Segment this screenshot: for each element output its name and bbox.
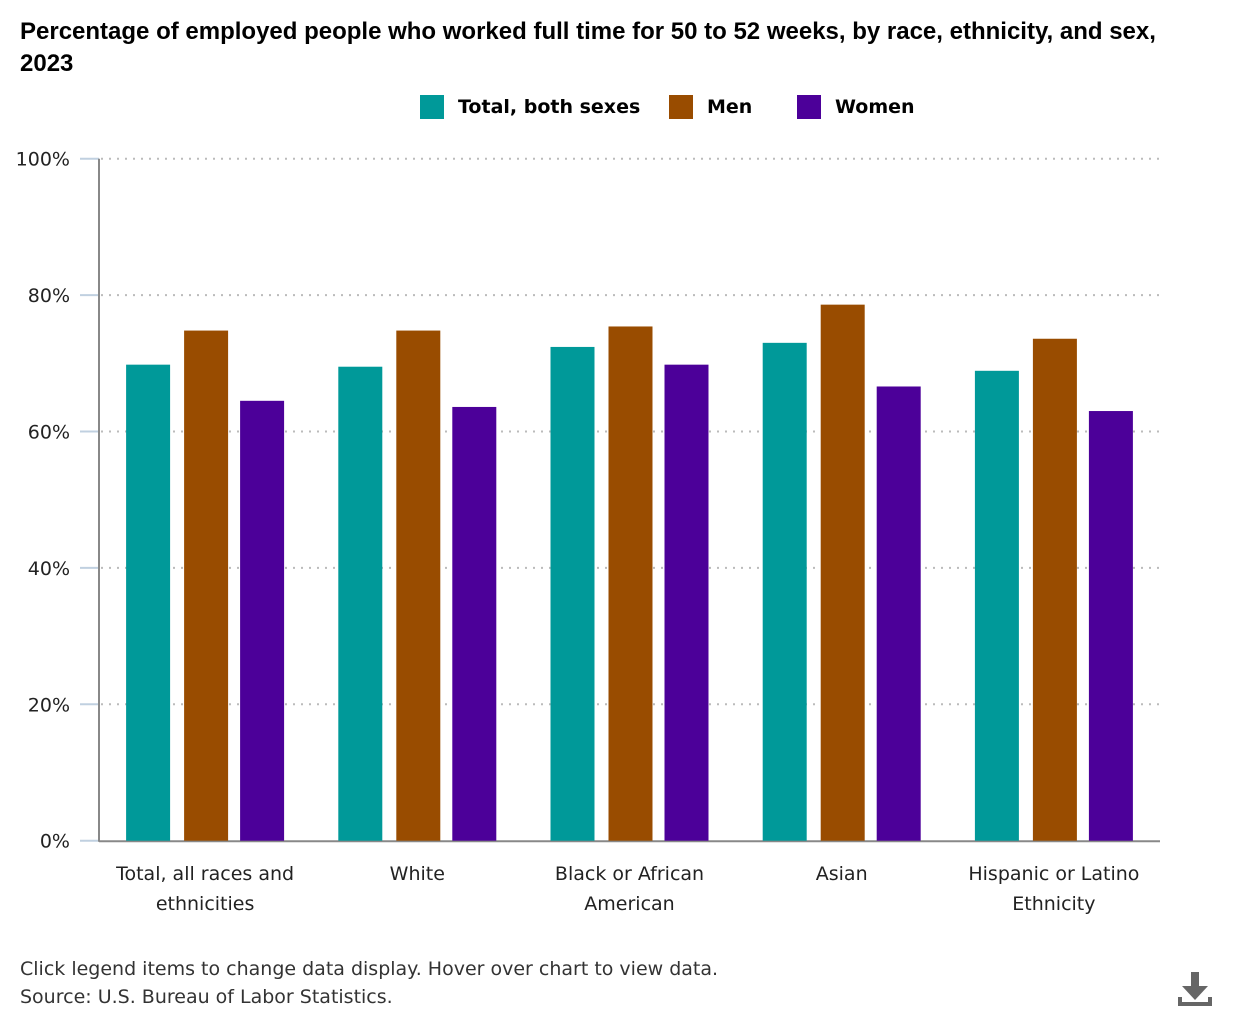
- bar-women-4[interactable]: [1088, 411, 1133, 841]
- x-tick-label: American: [584, 893, 674, 915]
- x-tick-label: Total, all races and: [115, 863, 294, 885]
- x-tick-label: Hispanic or Latino: [968, 863, 1139, 885]
- download-icon: [1178, 972, 1212, 1006]
- x-tick-label: ethnicities: [156, 893, 255, 915]
- footer-source: Source: U.S. Bureau of Labor Statistics.: [20, 986, 393, 1008]
- y-tick-label: 0%: [40, 831, 70, 853]
- legend-swatch-men: [669, 95, 693, 119]
- bar-men-0[interactable]: [184, 330, 229, 841]
- bar-men-2[interactable]: [608, 326, 653, 841]
- footer-note: Click legend items to change data displa…: [20, 958, 719, 980]
- bar-women-1[interactable]: [452, 406, 497, 841]
- y-tick-label: 100%: [16, 149, 70, 171]
- bar-men-1[interactable]: [396, 330, 441, 841]
- y-tick-label: 80%: [28, 285, 70, 307]
- bar-total-both-sexes-1[interactable]: [338, 366, 383, 841]
- y-tick-label: 60%: [28, 422, 70, 444]
- y-tick-label: 40%: [28, 558, 70, 580]
- x-tick-label: Black or African: [555, 863, 704, 885]
- legend-label-men: Men: [707, 96, 753, 118]
- legend: Total, both sexes Men Women: [0, 92, 1240, 122]
- bar-men-3[interactable]: [820, 304, 865, 841]
- x-tick-label: Asian: [816, 863, 868, 885]
- bar-total-both-sexes-0[interactable]: [126, 364, 171, 841]
- chart-title: Percentage of employed people who worked…: [20, 18, 1156, 77]
- bar-total-both-sexes-3[interactable]: [762, 342, 807, 841]
- legend-item-women[interactable]: Women: [797, 92, 915, 122]
- x-tick-label: Ethnicity: [1012, 893, 1095, 915]
- bar-women-0[interactable]: [240, 400, 285, 841]
- legend-label-women: Women: [835, 96, 915, 118]
- bar-total-both-sexes-2[interactable]: [550, 346, 595, 841]
- legend-item-men[interactable]: Men: [669, 92, 752, 122]
- legend-swatch-women: [797, 95, 821, 119]
- bar-women-2[interactable]: [664, 364, 709, 841]
- legend-swatch-total: [420, 95, 444, 119]
- download-button[interactable]: [1172, 968, 1218, 1014]
- bar-men-4[interactable]: [1032, 338, 1077, 841]
- y-tick-label: 20%: [28, 694, 70, 716]
- bar-total-both-sexes-4[interactable]: [974, 370, 1019, 841]
- bar-women-3[interactable]: [876, 386, 921, 841]
- chart-footer: Click legend items to change data displa…: [20, 955, 718, 1011]
- x-tick-label: White: [390, 863, 445, 885]
- legend-item-total[interactable]: Total, both sexes: [420, 92, 640, 122]
- legend-label-total: Total, both sexes: [458, 96, 641, 118]
